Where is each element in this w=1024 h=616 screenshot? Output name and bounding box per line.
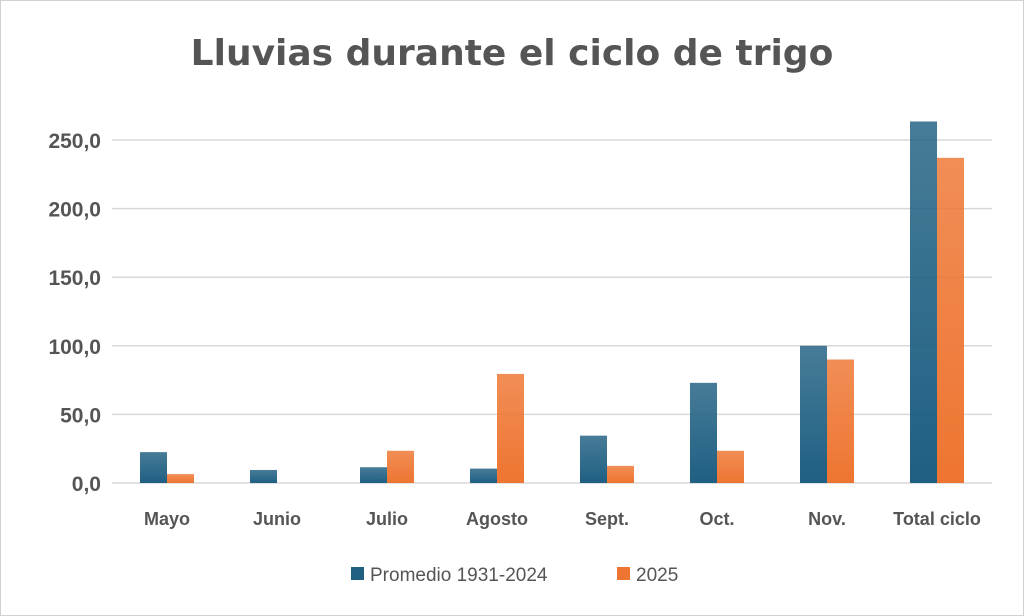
y-tick-label: 150,0 <box>48 267 101 290</box>
bar <box>470 468 497 483</box>
bar <box>497 373 524 483</box>
bar <box>717 450 744 483</box>
bar <box>690 382 717 483</box>
x-tick-label: Sept. <box>585 509 629 529</box>
x-tick-label: Julio <box>366 509 408 529</box>
x-tick-label: Mayo <box>144 509 190 529</box>
x-axis-ticks: Mayo Junio Julio Agosto Sept. Oct. Nov. Total c… <box>144 509 981 529</box>
legend-entry: Promedio 1931-2024 <box>370 565 548 586</box>
y-tick-label: 250,0 <box>48 130 101 153</box>
y-tick-label: 0,0 <box>72 473 101 496</box>
y-tick-label: 200,0 <box>48 199 101 222</box>
gridlines <box>112 139 992 484</box>
legend-entry: 2025 <box>636 565 678 586</box>
x-tick-label: Nov. <box>808 509 846 529</box>
y-tick-label: 100,0 <box>48 336 101 359</box>
chart-title: Lluvias durante el ciclo de trigo <box>191 33 834 74</box>
bars <box>140 121 964 483</box>
legend: Promedio 1931-2024 2025 <box>351 565 678 586</box>
x-tick-label: Junio <box>253 509 301 529</box>
bar <box>360 467 387 483</box>
bar <box>607 465 634 483</box>
bar <box>800 345 827 483</box>
x-tick-label: Agosto <box>466 509 528 529</box>
legend-swatch <box>617 567 630 580</box>
x-tick-label: Total ciclo <box>893 509 981 529</box>
x-tick-label: Oct. <box>699 509 734 529</box>
y-tick-label: 50,0 <box>60 404 101 427</box>
bar <box>167 474 194 483</box>
bar <box>827 359 854 483</box>
bar <box>250 469 277 483</box>
bar <box>580 435 607 483</box>
y-axis-ticks: 0,0 50,0 100,0 150,0 200,0 250,0 <box>48 130 101 496</box>
bar <box>140 452 167 483</box>
bar <box>910 121 937 483</box>
legend-swatch <box>351 567 364 580</box>
bar <box>387 450 414 483</box>
bar <box>937 157 964 483</box>
